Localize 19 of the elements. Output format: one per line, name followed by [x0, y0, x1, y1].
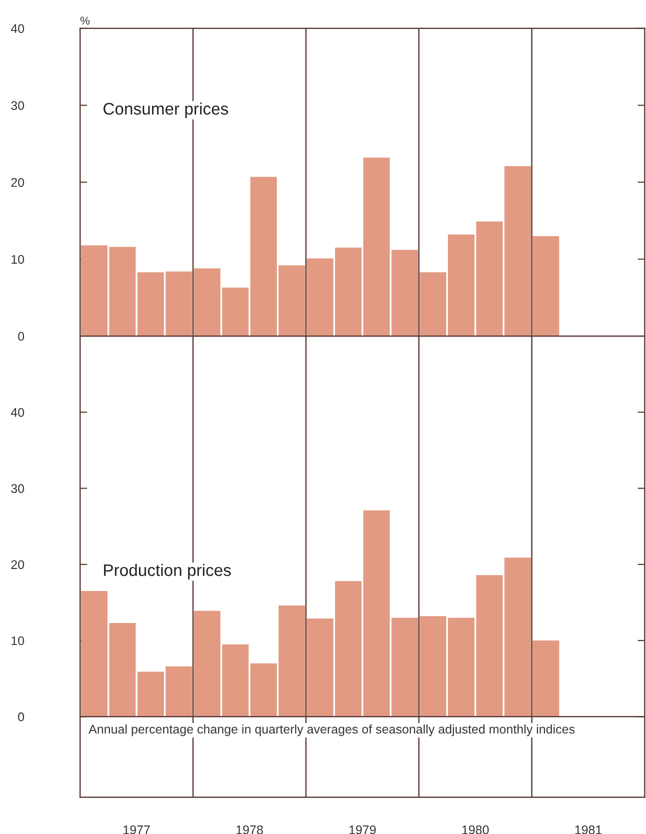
y-tick-label: 0: [18, 332, 24, 341]
y-tick-label: 30: [11, 484, 24, 493]
annotation: Annual percentage change in quarterly averages of seasonally adjusted monthly indices: [88, 724, 575, 736]
y-tick-label: 30: [11, 101, 24, 110]
y-tick-label: 10: [12, 254, 24, 264]
x-tick-label: 1981: [575, 825, 602, 834]
x-tick-label: 1977: [124, 825, 150, 834]
y-axis-title: %: [80, 16, 90, 25]
y-tick-label: 10: [12, 636, 24, 646]
y-tick-label: 0: [18, 712, 24, 722]
x-tick-label: 1979: [349, 825, 376, 834]
y-tick-label: 20: [11, 178, 24, 187]
x-tick-label: 1980: [462, 825, 489, 834]
text: Consumer prices: [104, 102, 228, 118]
y-tick-label: 40: [10, 408, 24, 417]
y-tick-label: 40: [10, 24, 24, 34]
x-tick-label: 1978: [236, 825, 263, 834]
text: Production prices: [104, 564, 231, 580]
y-tick-label: 20: [11, 560, 24, 570]
